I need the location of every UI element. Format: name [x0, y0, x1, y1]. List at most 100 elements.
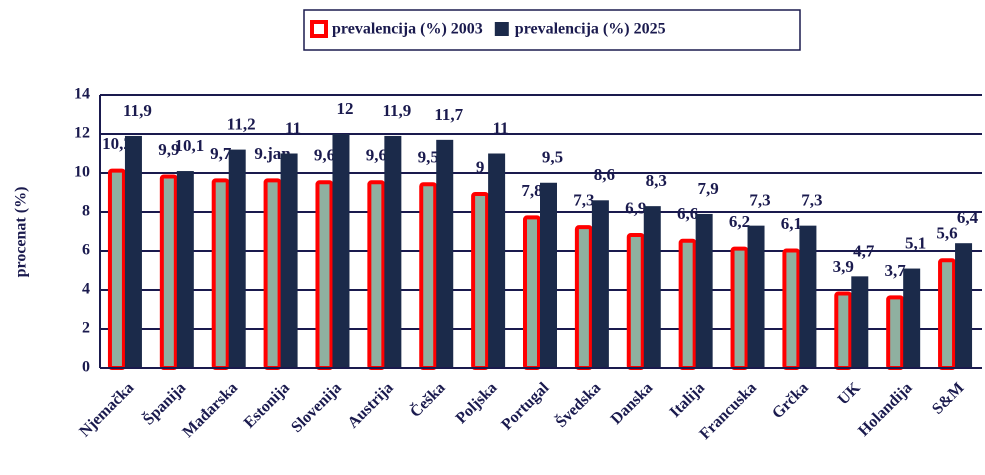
- bar: [834, 291, 853, 371]
- value-label: 9,9: [158, 140, 179, 159]
- bar: [471, 192, 490, 370]
- bar: [367, 180, 386, 370]
- value-label: 10,2: [102, 134, 132, 153]
- bar: [211, 178, 230, 370]
- value-label: 6,9: [625, 198, 646, 217]
- x-tick-label: Francuska: [696, 379, 760, 443]
- value-label: 11,2: [227, 115, 256, 134]
- bar: [280, 153, 298, 368]
- x-tick-label: Austrija: [345, 379, 397, 431]
- value-label: 8,3: [646, 171, 667, 190]
- bar: [695, 213, 713, 368]
- value-label: 11,9: [382, 101, 411, 120]
- bar: [228, 149, 246, 368]
- value-label: 9,5: [542, 148, 563, 167]
- value-label: 7,8: [521, 181, 542, 200]
- x-tick-label: S&M: [929, 379, 967, 417]
- bar: [523, 215, 541, 370]
- value-label: 7,9: [698, 179, 719, 198]
- value-label: 5,6: [936, 224, 957, 243]
- bar: [419, 182, 438, 370]
- bar: [730, 246, 749, 371]
- legend-marker: [310, 20, 328, 38]
- bar: [107, 168, 126, 370]
- x-tick-label: Holandija: [855, 379, 915, 439]
- legend: prevalencija (%) 2003 prevalencija (%) 20…: [310, 20, 666, 38]
- y-tick-label: 14: [74, 86, 90, 103]
- bar: [176, 171, 194, 368]
- value-label: 11: [285, 118, 301, 137]
- value-label: 11,9: [123, 101, 152, 120]
- value-label: 8,6: [594, 165, 615, 184]
- value-label: 6,4: [957, 208, 979, 227]
- bar: [938, 258, 957, 370]
- x-tick-label: Italija: [667, 379, 709, 421]
- value-label: 7,3: [573, 191, 594, 210]
- value-label: 9: [476, 157, 485, 176]
- x-tick-label: Slovenija: [288, 379, 345, 436]
- value-label: 9,7: [210, 144, 232, 163]
- value-label: 3,9: [833, 257, 854, 276]
- y-tick-label: 8: [82, 203, 90, 220]
- x-tick-label: Mađarska: [179, 379, 241, 441]
- value-label: 10,1: [174, 136, 204, 155]
- bar: [799, 225, 817, 368]
- x-tick-label: Danska: [608, 379, 656, 427]
- value-label: 6,1: [781, 214, 802, 233]
- bar: [574, 225, 593, 370]
- value-label: 9,5: [418, 148, 439, 167]
- value-label: 9,6: [314, 146, 335, 165]
- bar: [626, 232, 645, 370]
- bar: [747, 225, 765, 368]
- y-tick-label: 10: [74, 164, 90, 181]
- value-label: 12: [336, 99, 353, 118]
- value-label: 6,6: [677, 204, 698, 223]
- y-tick-label: 12: [74, 125, 90, 142]
- bar: [159, 174, 178, 370]
- x-tick-label: Španija: [139, 378, 190, 429]
- value-label: 5,1: [905, 233, 926, 252]
- bar: [488, 153, 506, 368]
- y-tick-label: 2: [82, 320, 90, 337]
- x-tick-label: Njemačka: [76, 379, 137, 440]
- legend-label: prevalencija (%) 2025: [515, 21, 666, 38]
- x-tick-label: Estonija: [241, 379, 293, 431]
- bar: [678, 238, 697, 370]
- value-label: 6,2: [729, 212, 750, 231]
- x-tick-label: Portugal: [498, 379, 553, 434]
- value-label: 7,3: [749, 191, 770, 210]
- bar: [263, 178, 282, 370]
- bar: [315, 180, 334, 370]
- x-tick-label: UK: [835, 379, 864, 408]
- bar: [332, 134, 350, 368]
- value-label: 3,7: [885, 261, 907, 280]
- bar: [903, 268, 921, 368]
- bar: [540, 182, 557, 368]
- bar: [436, 139, 454, 368]
- legend-box: [303, 9, 801, 51]
- y-tick-label: 6: [82, 242, 90, 259]
- legend-label: prevalencija (%) 2003: [332, 21, 483, 38]
- bar: [955, 243, 973, 368]
- value-label: 4,7: [853, 241, 875, 260]
- x-tick-label: Grčka: [769, 379, 812, 422]
- y-tick-label: 4: [82, 281, 90, 298]
- bar: [643, 206, 661, 368]
- bar: [782, 248, 801, 370]
- bar: [591, 200, 609, 368]
- value-label: 9,6: [366, 146, 387, 165]
- bar: [851, 276, 869, 368]
- y-axis-title: procenat (%): [13, 187, 30, 278]
- value-label: 11: [493, 118, 509, 137]
- legend-marker: [494, 22, 509, 36]
- x-tick-label: Češka: [406, 378, 449, 421]
- value-label: 11,7: [434, 105, 463, 124]
- x-tick-label: Švedska: [551, 378, 604, 431]
- x-tick-label: Poljska: [453, 379, 501, 427]
- y-tick-label: 0: [82, 359, 90, 376]
- bar: [886, 295, 905, 371]
- value-label: 7,3: [801, 191, 822, 210]
- bar: [384, 135, 402, 368]
- bar: [124, 135, 142, 368]
